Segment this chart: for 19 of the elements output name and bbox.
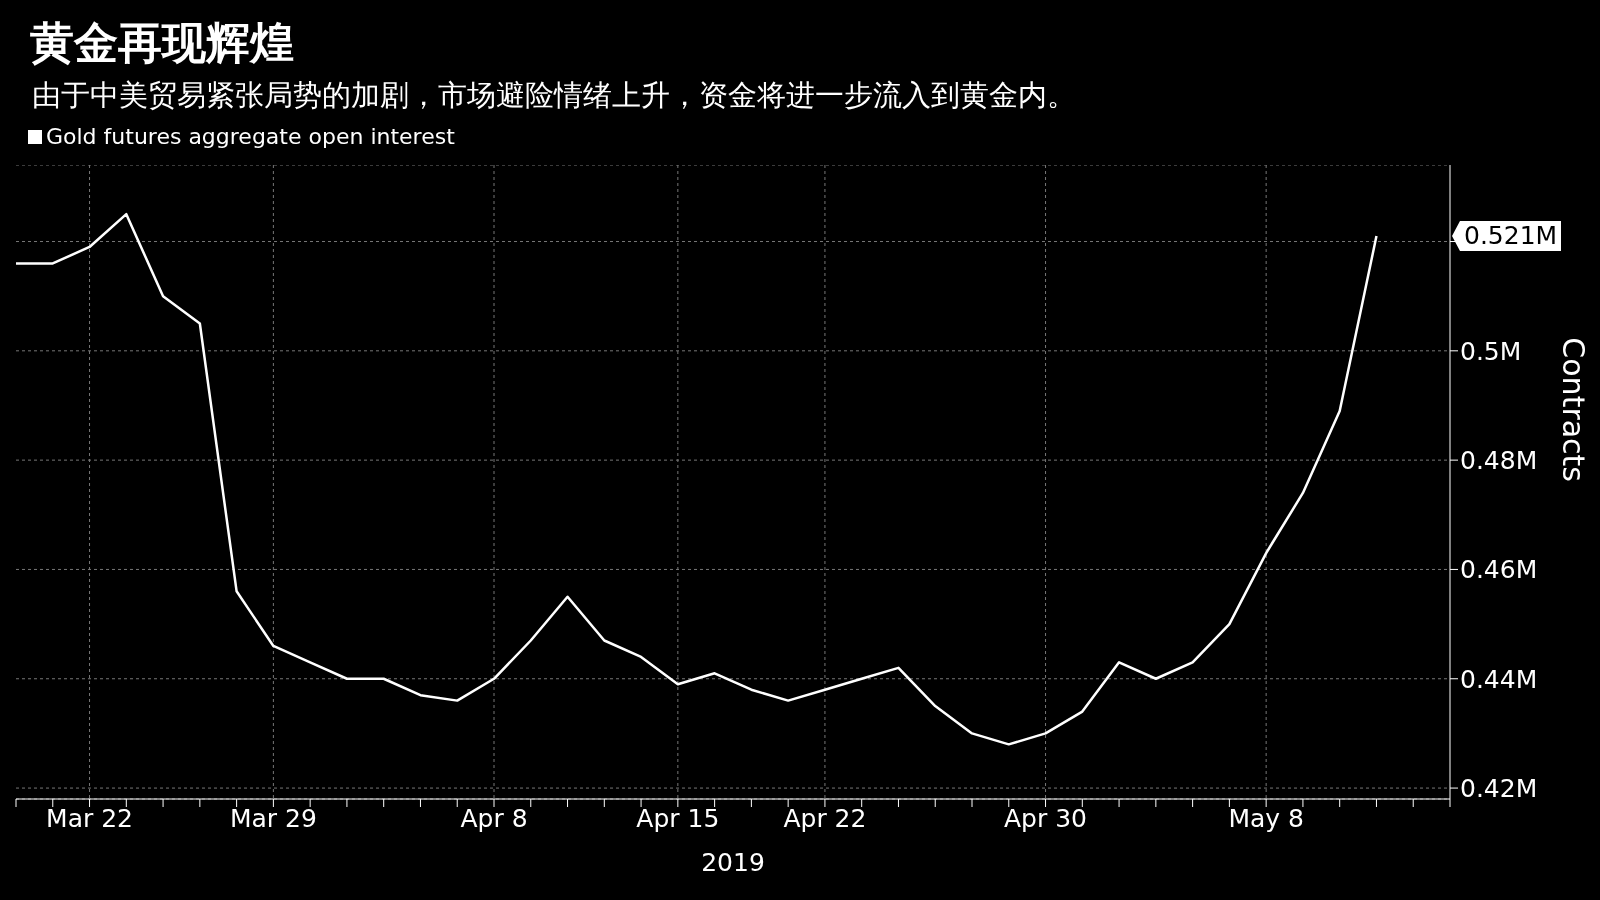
- chart-title: 黄金再现辉煌: [30, 16, 294, 70]
- y-axis-title: Contracts: [1556, 337, 1592, 482]
- line-series: [16, 212, 1378, 746]
- y-tick-label: 0.48M: [1460, 446, 1538, 476]
- x-tick-label: Apr 22: [783, 803, 867, 833]
- y-tick-label: 0.5M: [1460, 336, 1522, 366]
- text: 0.521M: [1460, 221, 1562, 252]
- x-tick-label: Mar 29: [229, 803, 317, 833]
- legend-label: Gold futures aggregate open interest: [46, 124, 455, 149]
- chart-subtitle: 由于中美贸易紧张局势的加剧，市场避险情绪上升，资金将进一步流入到黄金内。: [32, 77, 1076, 114]
- y-tick-label: 0.42M: [1460, 773, 1538, 803]
- x-tick-label: May 8: [1228, 803, 1304, 833]
- x-tick-label: Apr 15: [636, 803, 720, 833]
- x-tick-label: Apr 30: [1004, 803, 1088, 833]
- x-tick-label: Mar 22: [46, 803, 134, 833]
- y-tick-label: 0.46M: [1460, 555, 1538, 585]
- x-axis-title: 2019: [701, 848, 765, 877]
- x-tick-label: Apr 8: [460, 803, 528, 833]
- y-tick-label: 0.44M: [1460, 664, 1538, 694]
